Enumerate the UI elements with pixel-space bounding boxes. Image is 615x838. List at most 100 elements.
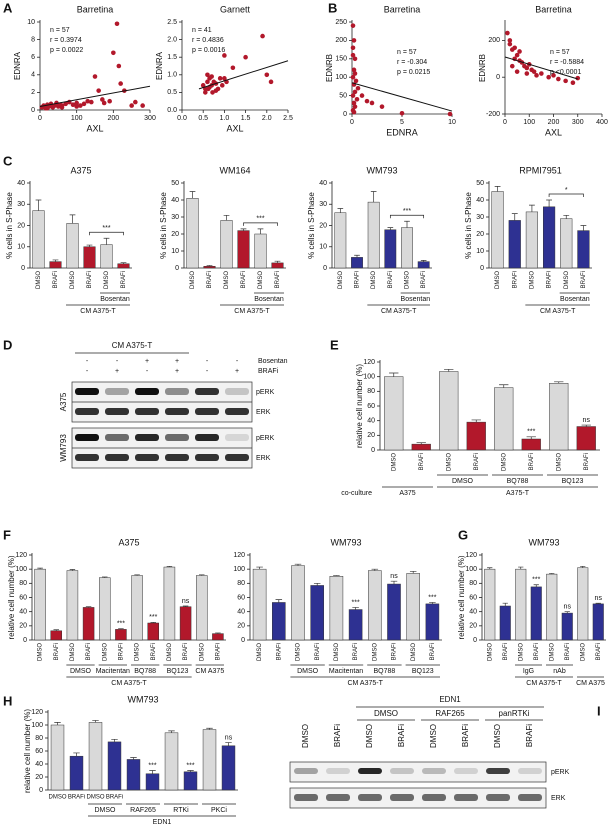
blot-band (225, 388, 249, 395)
y-axis-label: relative cell number (%) (457, 555, 466, 639)
error-bar (206, 727, 213, 730)
blot-band (105, 388, 129, 395)
bar (425, 603, 440, 641)
y-tick-label: 60 (367, 403, 375, 410)
scatter-point (507, 38, 513, 43)
x-tick-label: BRAFi (421, 271, 427, 288)
group-label: BQ788 (134, 668, 156, 675)
error-bar (256, 566, 263, 570)
error-bar (564, 611, 570, 614)
scatter-point (45, 105, 50, 111)
group-label: EDN1 (153, 819, 172, 826)
x-tick-label: DMSO (38, 643, 44, 661)
y-tick-label: 20 (319, 222, 327, 229)
blot-band (135, 408, 159, 415)
x-tick-label: DMSO (257, 643, 263, 661)
bar (183, 771, 198, 791)
treatment-sign: - (116, 358, 119, 365)
scatter-point (512, 45, 517, 51)
error-bar (387, 227, 394, 230)
group-label: nAb (553, 668, 566, 675)
x-tick-label: BRAFi (54, 643, 60, 660)
x-tick-label: BRAFi (87, 271, 93, 288)
scatter-point (350, 52, 356, 58)
x-tick-label: 0.0 (177, 115, 187, 122)
error-bar (511, 213, 518, 221)
scatter-point (351, 38, 357, 43)
y-tick-label: 50 (171, 180, 179, 187)
y-tick-label: 80 (237, 580, 245, 587)
scatter-point (524, 71, 530, 76)
blot-band (75, 388, 99, 395)
error-bar (487, 567, 493, 570)
fit-line (198, 60, 289, 90)
x-tick-label: DMSO (549, 643, 555, 661)
y-axis-label: % cells in S-Phase (464, 192, 473, 259)
error-bar (352, 607, 359, 610)
x-tick-label: BRAFi (315, 643, 321, 660)
x-tick-label: BRAFi (183, 643, 189, 660)
bar (542, 206, 556, 269)
error-bar (528, 204, 535, 212)
scatter-point (74, 104, 79, 109)
bar (88, 722, 103, 791)
treatment-sign: + (175, 368, 179, 375)
bar (186, 198, 199, 269)
blot-band (105, 454, 129, 461)
x-tick-label: BRAFi (392, 643, 398, 660)
y-tick-label: 60 (469, 594, 477, 601)
scatter-point (355, 85, 361, 91)
scatter-point (203, 90, 208, 95)
scatter-point (551, 73, 556, 78)
y-tick-label: 20 (469, 623, 477, 630)
y-tick-label: 0 (323, 265, 327, 272)
group-row-label: co-culture (341, 490, 372, 497)
significance: *** (527, 429, 535, 436)
scatter-point (517, 49, 522, 54)
group-label: BQ123 (412, 668, 434, 675)
y-tick-label: 2.5 (167, 19, 177, 26)
x-tick-label: BRAFi (53, 271, 59, 288)
y-tick-label: 30 (319, 201, 327, 208)
group-label: RAF265 (435, 709, 465, 718)
scatter-point (74, 100, 79, 106)
bracket (89, 231, 124, 236)
significance: *** (117, 621, 125, 628)
treatment-sign: + (115, 368, 119, 375)
y-tick-label: 150 (335, 56, 347, 63)
bar (329, 576, 344, 641)
x-tick-label: BRAFi (565, 643, 571, 660)
scatter-point (89, 99, 94, 105)
blot-band (294, 768, 318, 774)
x-tick-label: 0.5 (198, 115, 208, 122)
bar (50, 630, 62, 641)
scatter-point (351, 100, 357, 106)
blot-band (165, 388, 189, 395)
error-bar (206, 265, 213, 267)
x-tick-label: BRAFi (430, 643, 436, 660)
y-tick-label: 6 (31, 54, 35, 61)
bar (126, 759, 141, 791)
x-tick-label: 200 (107, 115, 119, 122)
x-tick-label: DMSO (224, 271, 230, 289)
x-tick-label: DMSO (87, 795, 105, 801)
x-tick-label: BRAFi (241, 271, 247, 288)
x-tick-label: 0 (350, 119, 354, 126)
error-bar (354, 254, 360, 258)
group-label: CM A375 (576, 680, 605, 687)
y-tick-label: 10 (17, 244, 25, 251)
error-bar (581, 424, 591, 427)
x-tick-label: BRAFi (151, 643, 157, 660)
x-axis-label: AXL (545, 127, 562, 137)
y-tick-label: 80 (367, 388, 375, 395)
y-tick-label: 10 (171, 248, 179, 255)
x-axis-label: AXL (226, 123, 243, 133)
x-tick-label: 5 (400, 119, 404, 126)
y-tick-label: 40 (476, 197, 484, 204)
scatter-point (101, 100, 107, 106)
error-bar (199, 574, 205, 576)
y-axis-label: EDNRB (325, 54, 334, 82)
x-tick-label: DMSO (190, 271, 196, 289)
blot-band (326, 768, 350, 774)
y-tick-label: 0 (343, 111, 347, 118)
